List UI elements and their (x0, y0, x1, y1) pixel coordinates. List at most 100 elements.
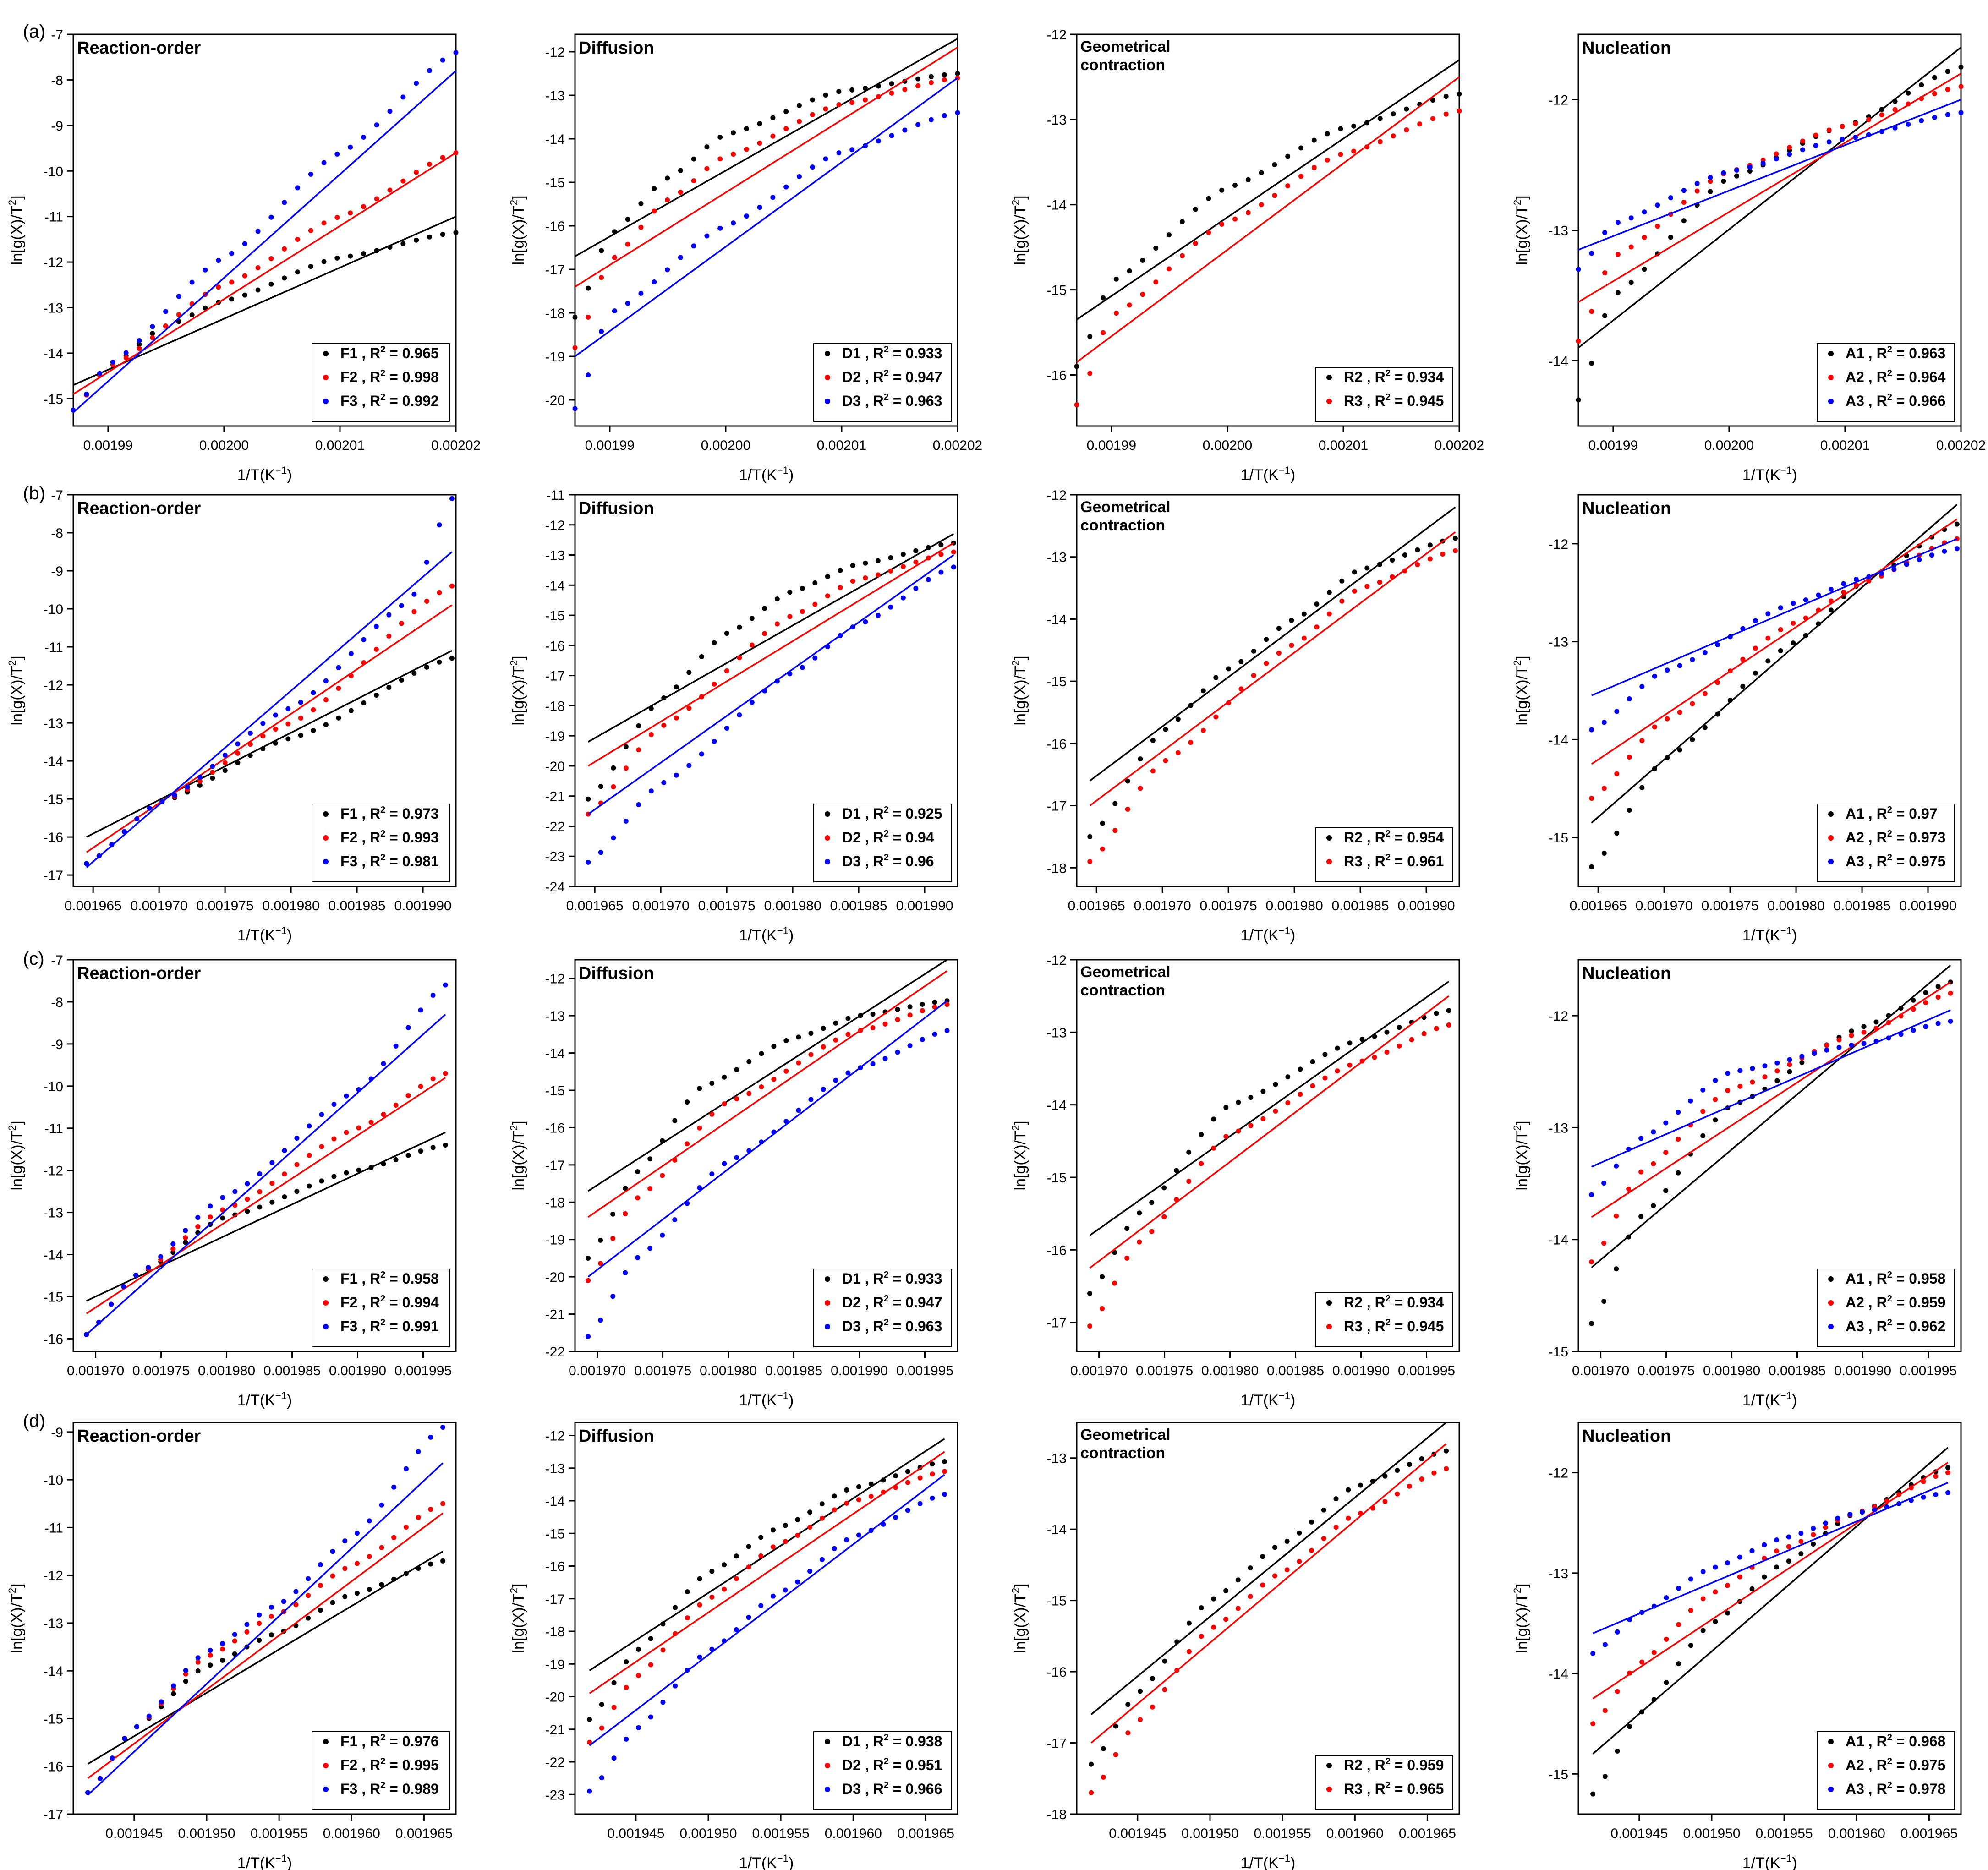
data-point-a2 (1642, 235, 1647, 240)
data-point-r3 (1397, 1043, 1402, 1049)
data-point-r2 (1310, 1059, 1315, 1064)
data-point-f1 (399, 678, 404, 683)
legend-marker-a3 (1828, 1324, 1834, 1329)
data-point-d1 (928, 74, 934, 79)
data-point-a2 (1615, 1689, 1620, 1694)
data-point-f2 (387, 187, 393, 193)
y-tick-label: -17 (545, 1158, 565, 1173)
data-point-f1 (282, 1194, 287, 1200)
data-point-d1 (586, 796, 591, 802)
data-point-d2 (836, 102, 842, 107)
data-point-f3 (416, 1449, 421, 1454)
data-point-d2 (796, 1060, 801, 1066)
data-point-r2 (1415, 547, 1420, 552)
data-point-r3 (1409, 1037, 1414, 1043)
y-tick-label: -14 (44, 1664, 63, 1679)
data-point-d2 (810, 112, 815, 117)
data-point-f2 (268, 256, 274, 261)
data-point-a2 (1811, 1532, 1816, 1537)
y-tick-label: -11 (546, 488, 565, 503)
data-point-d2 (870, 1025, 876, 1031)
data-point-a1 (1615, 1748, 1620, 1754)
data-point-r2 (1289, 618, 1294, 623)
data-point-f1 (440, 232, 445, 237)
data-point-r3 (1188, 740, 1194, 745)
data-point-d2 (942, 1469, 947, 1474)
chart-c3: 0.001970 0.001975 0.001980 0.001985 0.001990… (1010, 953, 1460, 1409)
data-point-d3 (599, 1775, 604, 1781)
data-point-f3 (159, 1699, 164, 1705)
data-point-a3 (1628, 215, 1634, 221)
data-point-a2 (1713, 1589, 1718, 1595)
data-point-f2 (411, 609, 417, 614)
data-point-r3 (1248, 1594, 1253, 1599)
data-point-f2 (449, 583, 455, 589)
data-point-d1 (612, 229, 617, 235)
chart-a3: 0.00199 0.00200 0.00201 0.00202-16-15-14-13… (1010, 27, 1484, 484)
data-point-d1 (734, 1553, 739, 1559)
data-point-f3 (189, 279, 195, 285)
data-point-a1 (1589, 361, 1594, 366)
x-tick-label: 0.001965 (1570, 898, 1627, 913)
y-tick-label: -20 (545, 759, 565, 774)
y-axis-label: ln[g(X)/T2] (1512, 195, 1531, 265)
data-point-d1 (647, 1156, 653, 1162)
data-point-f1 (247, 753, 253, 758)
data-point-a3 (1841, 581, 1846, 586)
data-point-d1 (900, 552, 906, 557)
data-point-r2 (1138, 756, 1143, 762)
data-point-f2 (208, 1214, 213, 1220)
x-tick-label: 0.001975 (132, 1363, 190, 1378)
data-point-f2 (268, 1613, 274, 1619)
data-point-a3 (1787, 1057, 1792, 1062)
data-point-a2 (1826, 127, 1832, 133)
data-point-a3 (1840, 137, 1845, 142)
y-tick-label: -13 (1047, 113, 1067, 128)
data-point-a2 (1935, 995, 1941, 1000)
data-point-r2 (1372, 1033, 1377, 1039)
data-point-d1 (863, 560, 868, 566)
data-point-f3 (399, 603, 404, 608)
data-point-d2 (795, 1533, 800, 1538)
data-point-d2 (712, 681, 717, 687)
data-point-r2 (1153, 245, 1159, 251)
legend-marker-a2 (1828, 375, 1834, 380)
data-point-d2 (881, 1489, 886, 1495)
data-point-d3 (930, 1495, 935, 1501)
plot-frame (1577, 1422, 1962, 1815)
data-point-a3 (1725, 1071, 1731, 1076)
data-point-r2 (1167, 232, 1172, 238)
data-point-f3 (437, 522, 442, 528)
y-tick-label: -13 (1047, 550, 1067, 565)
data-point-a3 (1727, 634, 1733, 640)
data-point-r3 (1276, 651, 1282, 656)
data-point-r3 (1087, 1323, 1093, 1329)
x-tick-label: 0.001955 (752, 1826, 810, 1841)
data-point-a3 (1774, 156, 1779, 162)
data-point-f1 (260, 746, 266, 751)
data-point-d1 (731, 130, 736, 136)
legend-label-d1: D1 , R2 = 0.933 (842, 344, 942, 361)
y-tick-label: -16 (545, 219, 565, 234)
x-tick-label: 0.001970 (569, 1363, 626, 1378)
y-tick-label: -13 (1047, 1025, 1067, 1040)
legend-box (813, 1269, 952, 1347)
data-point-a2 (1725, 1088, 1731, 1093)
data-point-r3 (1219, 222, 1225, 227)
data-point-f2 (269, 1181, 275, 1186)
x-tick-label: 0.001970 (67, 1363, 124, 1378)
data-point-r3 (1333, 1525, 1339, 1530)
data-point-r3 (1377, 139, 1383, 144)
legend-label-f1: F1 , R2 = 0.958 (340, 1270, 439, 1287)
data-point-r3 (1347, 1062, 1353, 1068)
data-point-r2 (1113, 276, 1119, 282)
data-point-d2 (882, 1021, 888, 1027)
data-point-f3 (137, 338, 142, 344)
data-point-d2 (821, 1044, 826, 1050)
data-point-r2 (1149, 1200, 1155, 1205)
data-point-r2 (1162, 1658, 1167, 1664)
data-point-f2 (414, 170, 419, 175)
data-point-f1 (437, 659, 442, 665)
data-point-a2 (1945, 1470, 1951, 1476)
data-point-a3 (1702, 650, 1708, 656)
